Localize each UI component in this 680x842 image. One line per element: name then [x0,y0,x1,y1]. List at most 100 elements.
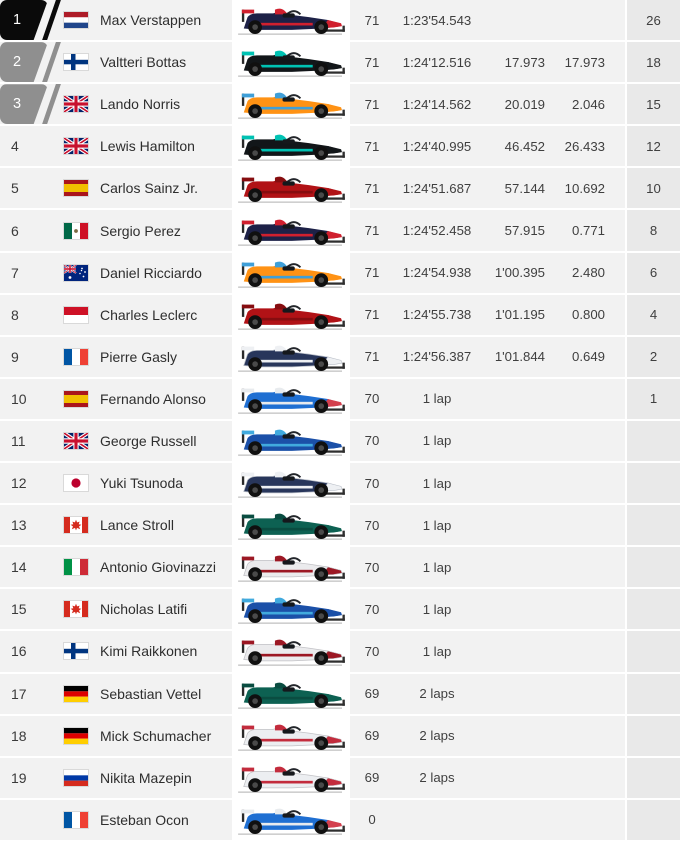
position-number: 5 [11,180,19,197]
race-time: 1:24'52.458 [402,223,472,239]
points [625,463,680,504]
position-cell: 16 [0,631,60,671]
result-row[interactable]: 15 Nicholas Latifi 70 1 lap [0,589,680,632]
result-row[interactable]: 5 Carlos Sainz Jr. 71 1:24'51.687 57.144… [0,168,680,211]
driver-name: Carlos Sainz Jr. [100,180,199,197]
country-flag-icon [64,12,88,29]
race-time: 2 laps [419,728,455,744]
flag-cell [60,295,100,335]
interval [552,547,625,587]
position-number: 15 [11,601,27,618]
position-cell: 3 [0,84,61,125]
interval [552,0,625,40]
team-car-icon [232,168,350,209]
interval: 2.480 [571,265,605,281]
result-row[interactable]: 14 Antonio Giovinazzi 70 1 lap [0,547,680,590]
flag-cell [60,337,100,377]
driver-name: Valtteri Bottas [100,54,187,71]
laps-count: 69 [364,770,380,786]
result-row[interactable]: 13 Lance Stroll 70 1 lap [0,505,680,548]
gap-to-leader [480,716,552,756]
flag-cell [60,168,100,208]
race-time: 2 laps [419,770,455,786]
driver-name: Nikita Mazepin [100,769,192,786]
team-car-icon [232,336,350,377]
flag-cell [60,589,100,629]
gap-to-leader [480,505,552,545]
interval [552,379,625,419]
position-number: 18 [11,727,27,744]
driver-name: Fernando Alonso [100,390,206,407]
race-time: 1:24'54.938 [402,265,472,281]
country-flag-icon [64,685,88,702]
result-row[interactable]: 1 Max Verstappen 71 1:23'54.543 26 [0,0,680,43]
result-row[interactable]: 11 George Russell 70 1 lap [0,420,680,464]
result-row[interactable]: Esteban Ocon 0 [0,799,680,842]
flag-cell [60,126,100,166]
result-row[interactable]: 8 Charles Leclerc 71 1:24'55.738 1'01.19… [0,294,680,337]
interval [552,758,625,798]
result-row[interactable]: 7 Daniel Ricciardo 71 1:24'54.938 1'00.3… [0,252,680,295]
position-cell: 9 [0,337,60,377]
driver-name: Charles Leclerc [100,306,198,323]
country-flag-icon [64,138,88,155]
position-cell: 15 [0,589,60,629]
team-car-icon [232,378,350,419]
team-car-icon [232,505,350,546]
gap-to-leader [480,379,552,419]
country-flag-icon [64,559,88,576]
country-flag-icon [64,432,88,449]
position-number: 13 [11,517,27,534]
team-car-icon [232,715,350,756]
team-car-icon [232,294,350,335]
result-row[interactable]: 3 Lando Norris 71 1:24'14.562 [0,84,680,127]
country-flag-icon [64,54,88,71]
result-row[interactable]: 10 Fernando Alonso 70 1 lap 1 [0,378,680,421]
driver-name: Esteban Ocon [100,811,189,828]
points: 1 [625,378,680,419]
result-row[interactable]: 6 Sergio Perez 71 1:24'52.458 57.915 0.7… [0,210,680,253]
country-flag-icon [64,96,88,113]
gap-to-leader: 57.915 [504,223,545,239]
result-row[interactable]: 4 Lewis Hamilton 71 1:24'40.995 46.452 2… [0,126,680,169]
laps-count: 71 [364,223,380,239]
gap-to-leader [480,800,552,840]
interval [552,716,625,756]
position-badge: 3 [0,84,61,125]
laps-count: 71 [364,138,380,154]
country-flag-icon [64,390,88,407]
flag-cell [60,84,100,124]
result-row[interactable]: 12 Yuki Tsunoda 70 1 lap [0,463,680,506]
position-badge: 1 [0,0,61,41]
result-row[interactable]: 17 Sebastian Vettel 69 2 laps [0,673,680,716]
driver-name: Max Verstappen [100,12,202,29]
country-flag-icon [64,643,88,660]
gap-to-leader [480,589,552,629]
gap-to-leader: 1'00.395 [494,265,545,281]
gap-to-leader: 1'01.844 [494,349,545,365]
result-row[interactable]: 16 Kimi Raikkonen 70 1 lap [0,631,680,674]
race-time: 1 lap [422,517,452,533]
result-row[interactable]: 2 Valtteri Bottas 71 1:24'12.516 17.973 … [0,42,680,85]
team-car-icon [232,42,350,83]
position-number: 14 [11,559,27,576]
result-row[interactable]: 19 Nikita Mazepin 69 2 laps [0,757,680,800]
driver-name: Sergio Perez [100,222,181,239]
position-cell: 10 [0,379,60,419]
position-cell: 13 [0,505,60,545]
flag-cell [60,505,100,545]
laps-count: 70 [364,433,380,449]
points: 12 [625,126,680,167]
flag-cell [60,210,100,250]
team-car-icon [232,126,350,167]
race-time: 1:24'55.738 [402,307,472,323]
result-row[interactable]: 18 Mick Schumacher 69 2 laps [0,715,680,758]
interval: 0.800 [571,307,605,323]
position-cell: 7 [0,253,60,293]
country-flag-icon [64,601,88,618]
laps-count: 71 [364,265,380,281]
laps-count: 0 [368,812,376,828]
result-row[interactable]: 9 Pierre Gasly 71 1:24'56.387 1'01.844 0… [0,336,680,379]
position-cell: 4 [0,126,60,166]
